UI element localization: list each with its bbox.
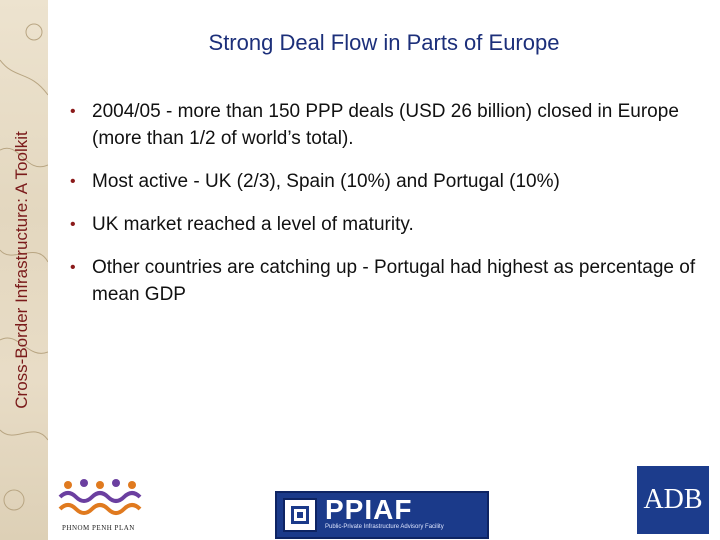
vertical-title: Cross-Border Infrastructure: A Toolkit — [12, 131, 31, 409]
ppiaf-logo: PPIAF Public-Private Infrastructure Advi… — [275, 491, 489, 539]
bullet-text: UK market reached a level of maturity. — [92, 214, 414, 235]
ppiaf-emblem-icon — [283, 498, 317, 532]
slide-title: Strong Deal Flow in Parts of Europe — [208, 30, 560, 55]
side-map-strip: Cross-Border Infrastructure: A Toolkit — [0, 0, 48, 540]
bullet-item: • Most active - UK (2/3), Spain (10%) an… — [70, 168, 710, 195]
bullet-marker: • — [70, 259, 76, 276]
ppiaf-subtitle: Public-Private Infrastructure Advisory F… — [325, 524, 444, 530]
ppiaf-name: PPIAF — [325, 494, 413, 525]
bullet-text: 2004/05 - more than 150 PPP deals (USD 2… — [92, 101, 679, 149]
bullet-item: • 2004/05 - more than 150 PPP deals (USD… — [70, 98, 710, 152]
bullet-marker: • — [70, 103, 76, 120]
bullet-marker: • — [70, 216, 76, 233]
bullet-text: Most active - UK (2/3), Spain (10%) and … — [92, 171, 560, 192]
bullet-marker: • — [70, 173, 76, 190]
bullet-item: • Other countries are catching up - Port… — [70, 254, 710, 308]
adb-label: ADB — [643, 484, 703, 515]
adb-logo: ADB — [637, 466, 709, 534]
left-logo-label: PHNOM PENH PLAN — [62, 524, 135, 532]
bullet-item: • UK market reached a level of maturity. — [70, 211, 710, 238]
bullet-text: Other countries are catching up - Portug… — [92, 257, 696, 305]
people-figures-icon — [58, 479, 142, 515]
bullet-list: • 2004/05 - more than 150 PPP deals (USD… — [70, 98, 710, 324]
phnom-penh-plan-logo — [58, 479, 142, 515]
map-texture-decoration — [0, 23, 48, 511]
